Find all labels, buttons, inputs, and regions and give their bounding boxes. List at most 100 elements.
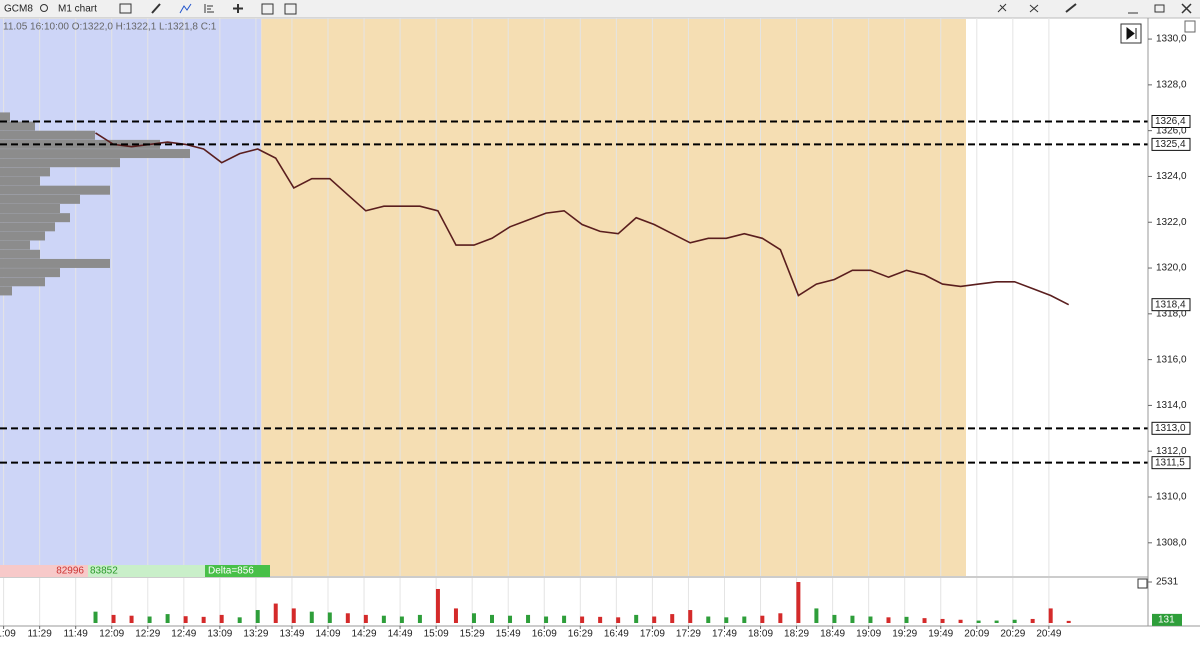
level-box bbox=[1151, 456, 1191, 470]
profile-bar bbox=[0, 286, 12, 296]
f-button[interactable] bbox=[1184, 20, 1196, 33]
volume-bar bbox=[435, 588, 440, 623]
window-icon[interactable] bbox=[261, 3, 274, 15]
level-label: 1326,4 bbox=[1155, 116, 1186, 127]
delta-sell-bg bbox=[0, 565, 88, 577]
profile-bar bbox=[0, 158, 120, 168]
last-volume-label: 131 bbox=[1158, 615, 1175, 626]
layout-icon[interactable] bbox=[204, 4, 214, 13]
volume-bar bbox=[814, 608, 819, 623]
draw-icon[interactable] bbox=[151, 3, 161, 14]
symbol[interactable]: GCM8 bbox=[4, 4, 33, 15]
profile-bar bbox=[0, 167, 50, 177]
last-price-box bbox=[1151, 298, 1191, 312]
settings-icon[interactable] bbox=[284, 3, 297, 15]
x-tick-label: 12:49 bbox=[171, 629, 196, 640]
y-tick-label: 1322,0 bbox=[1156, 217, 1187, 228]
y-tick-label: 1314,0 bbox=[1156, 400, 1187, 411]
y-tick-label: 1318,0 bbox=[1156, 308, 1187, 319]
restore-icon[interactable] bbox=[1154, 4, 1165, 13]
volume-bar bbox=[562, 615, 567, 623]
pane-close[interactable] bbox=[1137, 578, 1148, 589]
volume-bar bbox=[922, 618, 927, 623]
x-tick-label: 17:09 bbox=[640, 629, 665, 640]
x-tick-label: 19:09 bbox=[856, 629, 881, 640]
y-tick-label: 1326,0 bbox=[1156, 125, 1187, 136]
volume-bar bbox=[399, 616, 404, 623]
volume-bar bbox=[363, 614, 368, 623]
delta-buy-bg bbox=[88, 565, 205, 577]
x-tick-label: 16:29 bbox=[568, 629, 593, 640]
volume-bar bbox=[994, 620, 999, 623]
profile-bar bbox=[0, 240, 30, 250]
volume-bar bbox=[219, 614, 224, 623]
x-tick-label: 14:09 bbox=[315, 629, 340, 640]
x-tick-label: 20:29 bbox=[1000, 629, 1025, 640]
volume-bar bbox=[453, 608, 458, 623]
profile-bar bbox=[0, 231, 45, 241]
volume-bar bbox=[1012, 619, 1017, 623]
profile-bar bbox=[0, 112, 10, 122]
x-tick-label: 12:29 bbox=[135, 629, 160, 640]
volume-bar bbox=[147, 616, 152, 623]
volume-bar bbox=[471, 613, 476, 623]
volume-bar bbox=[417, 614, 422, 623]
volume-bar bbox=[688, 610, 693, 623]
volume-bar bbox=[201, 616, 206, 623]
y-tick-label: 1320,0 bbox=[1156, 263, 1187, 274]
profile-bar bbox=[0, 176, 40, 186]
volume-bar bbox=[742, 616, 747, 623]
cross-icon[interactable] bbox=[1029, 4, 1039, 13]
search-icon[interactable] bbox=[40, 4, 48, 12]
profile-bar bbox=[0, 258, 110, 268]
volume-bar bbox=[706, 616, 711, 623]
volume-bar bbox=[1030, 618, 1035, 623]
add-icon[interactable] bbox=[233, 4, 243, 13]
profile-bar bbox=[0, 268, 60, 278]
profile-bar bbox=[0, 222, 55, 232]
indicator-icon[interactable] bbox=[179, 3, 192, 14]
y-tick-label: 1312,0 bbox=[1156, 446, 1187, 457]
x-tick-label: 13:29 bbox=[243, 629, 268, 640]
y-tick-label: 1308,0 bbox=[1156, 537, 1187, 548]
x-tick-label: 14:29 bbox=[352, 629, 377, 640]
x-tick-label: 17:29 bbox=[676, 629, 701, 640]
y-tick-label: 1316,0 bbox=[1156, 354, 1187, 365]
x-tick-label: 14:49 bbox=[388, 629, 413, 640]
tools-icon[interactable] bbox=[997, 3, 1007, 13]
volume-bar bbox=[670, 614, 675, 623]
profile-bar bbox=[0, 130, 95, 140]
last-volume-box bbox=[1152, 613, 1182, 626]
level-label: 1325,4 bbox=[1155, 139, 1186, 150]
profile-bar bbox=[0, 277, 45, 287]
link-icon[interactable] bbox=[1065, 3, 1077, 13]
price-line bbox=[95, 132, 1070, 306]
x-tick-label: 18:29 bbox=[784, 629, 809, 640]
volume-bar bbox=[958, 619, 963, 623]
level-box bbox=[1151, 421, 1191, 435]
close-icon[interactable] bbox=[1181, 3, 1192, 14]
tool-icon[interactable] bbox=[119, 3, 132, 14]
x-tick-label: 20:09 bbox=[964, 629, 989, 640]
info-line: 11.05 16:10:00 O:1322,0 H:1322,1 L:1321,… bbox=[3, 22, 217, 33]
volume-bar bbox=[796, 582, 801, 623]
delta-sell: 82996 bbox=[56, 566, 84, 577]
profile-bar bbox=[0, 204, 60, 214]
volume-bar bbox=[724, 617, 729, 623]
x-tick-label: 15:29 bbox=[460, 629, 485, 640]
volume-bar bbox=[868, 616, 873, 623]
level-label: 1311,5 bbox=[1155, 457, 1185, 468]
volume-bar bbox=[976, 620, 981, 623]
timeframe[interactable]: M1 chart bbox=[58, 4, 97, 15]
x-tick-label: 11:09 bbox=[0, 629, 16, 640]
profile-bar bbox=[0, 194, 80, 204]
x-tick-label: 16:49 bbox=[604, 629, 629, 640]
volume-bar bbox=[778, 613, 783, 623]
volume-bar bbox=[273, 603, 278, 623]
volume-bar bbox=[598, 616, 603, 623]
volume-bar bbox=[544, 616, 549, 623]
x-tick-label: 11:29 bbox=[27, 629, 52, 640]
x-tick-label: 19:29 bbox=[892, 629, 917, 640]
volume-bar bbox=[129, 615, 134, 623]
